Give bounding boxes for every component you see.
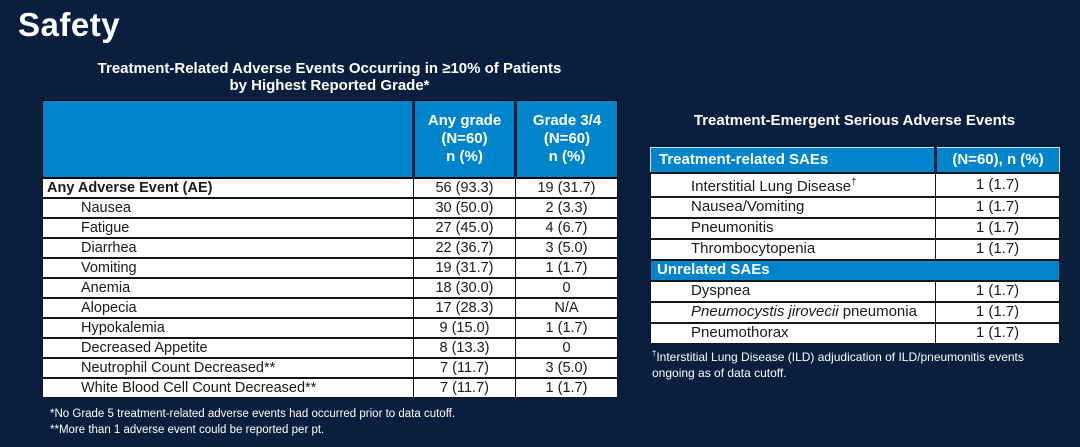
ae-event-cell: Fatigue — [42, 216, 414, 238]
ae-grade34-cell: 1 (1.7) — [515, 376, 618, 398]
sae-event-cell: Pneumocystis jirovecii pneumonia — [650, 300, 936, 323]
ae-header-event-cell — [42, 100, 414, 179]
sae-event-cell: Pneumonitis — [650, 216, 936, 239]
sae-value-cell: 1 (1.7) — [935, 300, 1060, 323]
ae-any-grade-cell: 9 (15.0) — [413, 316, 516, 338]
ae-any-grade-cell: 8 (13.3) — [413, 336, 516, 358]
dagger-symbol: † — [652, 349, 657, 358]
ae-any-grade-cell: 17 (28.3) — [413, 296, 516, 318]
table-row: Anemia 18 (30.0) 0 — [42, 276, 618, 298]
section-header-row: Unrelated SAEs — [650, 258, 1060, 281]
ae-grade34-cell: N/A — [515, 296, 618, 318]
adverse-events-table: Any grade (N=60) n (%) Grade 3/4 (N=60) … — [42, 100, 618, 398]
left-footnotes: *No Grade 5 treatment-related adverse ev… — [50, 406, 455, 438]
ae-grade34-cell: 3 (5.0) — [515, 356, 618, 378]
table-row: Hypokalemia 9 (15.0) 1 (1.7) — [42, 316, 618, 338]
ae-any-grade-cell: 27 (45.0) — [413, 216, 516, 238]
table-row: Any Adverse Event (AE) 56 (93.3) 19 (31.7) — [42, 176, 618, 198]
ae-grade34-cell: 2 (3.3) — [515, 196, 618, 218]
ae-any-grade-cell: 19 (31.7) — [413, 256, 516, 278]
ae-grade34-cell: 4 (6.7) — [515, 216, 618, 238]
sae-header-n-cell: (N=60), n (%) — [935, 147, 1060, 173]
ae-event-cell: White Blood Cell Count Decreased** — [42, 376, 414, 398]
ae-any-grade-cell: 7 (11.7) — [413, 356, 516, 378]
ae-header-grade34-cell: Grade 3/4 (N=60) n (%) — [514, 100, 618, 179]
sae-value-cell: 1 (1.7) — [935, 279, 1060, 302]
table-row: Neutrophil Count Decreased** 7 (11.7) 3 (5… — [42, 356, 618, 378]
table-row: Thrombocytopenia 1 (1.7) — [650, 237, 1060, 260]
table-row: White Blood Cell Count Decreased** 7 (11.… — [42, 376, 618, 398]
sae-event-cell: Interstitial Lung Disease† — [650, 171, 936, 197]
sae-value-cell: 1 (1.7) — [935, 195, 1060, 218]
sae-event-cell: Thrombocytopenia — [650, 237, 936, 260]
ae-event-cell: Neutrophil Count Decreased** — [42, 356, 414, 378]
table-row: Pneumonitis 1 (1.7) — [650, 216, 1060, 239]
sae-event-cell: Pneumothorax — [650, 321, 936, 344]
footnote-ild: †Interstitial Lung Disease (ILD) adjudic… — [652, 346, 1052, 381]
table-row: Decreased Appetite 8 (13.3) 0 — [42, 336, 618, 358]
ae-event-cell: Alopecia — [42, 296, 414, 318]
ae-grade34-cell: 1 (1.7) — [515, 316, 618, 338]
ae-any-grade-cell: 22 (36.7) — [413, 236, 516, 258]
sae-event-cell: Nausea/Vomiting — [650, 195, 936, 218]
ae-event-cell: Nausea — [42, 196, 414, 218]
footnote-grade5: *No Grade 5 treatment-related adverse ev… — [50, 408, 456, 420]
sae-value-cell: 1 (1.7) — [935, 171, 1060, 197]
ae-grade34-cell: 19 (31.7) — [515, 176, 618, 198]
table-row: Pneumothorax 1 (1.7) — [650, 321, 1060, 344]
sae-value-cell: 1 (1.7) — [935, 237, 1060, 260]
sae-header-row: Treatment-related SAEs (N=60), n (%) — [650, 147, 1060, 173]
ae-event-cell: Vomiting — [42, 256, 414, 278]
ae-event-cell: Hypokalemia — [42, 316, 414, 338]
table-row: Nausea/Vomiting 1 (1.7) — [650, 195, 1060, 218]
ae-grade34-cell: 1 (1.7) — [515, 256, 618, 278]
ae-grade34-cell: 0 — [515, 336, 618, 358]
ae-any-grade-cell: 18 (30.0) — [413, 276, 516, 298]
sae-value-cell: 1 (1.7) — [935, 321, 1060, 344]
ae-event-cell: Any Adverse Event (AE) — [42, 176, 414, 198]
ae-grade34-cell: 0 — [515, 276, 618, 298]
ae-any-grade-cell: 56 (93.3) — [413, 176, 516, 198]
ae-any-grade-cell: 7 (11.7) — [413, 376, 516, 398]
table-row: Alopecia 17 (28.3) N/A — [42, 296, 618, 318]
table-row: Dyspnea 1 (1.7) — [650, 279, 1060, 302]
table-row: Nausea 30 (50.0) 2 (3.3) — [42, 196, 618, 218]
sae-event-cell: Dyspnea — [650, 279, 936, 302]
footnote-ild-text: Interstitial Lung Disease (ILD) adjudica… — [652, 350, 1024, 380]
ae-grade34-cell: 3 (5.0) — [515, 236, 618, 258]
serious-adverse-events-table: Treatment-related SAEs (N=60), n (%) Int… — [650, 147, 1060, 344]
page-title: Safety — [18, 6, 121, 43]
ae-event-cell: Anemia — [42, 276, 414, 298]
sae-header-related-cell: Treatment-related SAEs — [650, 147, 937, 173]
ae-event-cell: Diarrhea — [42, 236, 414, 258]
footnote-multiple-events: **More than 1 adverse event could be rep… — [50, 424, 325, 436]
ae-any-grade-cell: 30 (50.0) — [413, 196, 516, 218]
table-row: Interstitial Lung Disease† 1 (1.7) — [650, 171, 1060, 197]
ae-header-any-grade-cell: Any grade (N=60) n (%) — [412, 100, 516, 179]
sae-value-cell: 1 (1.7) — [935, 216, 1060, 239]
table-row: Vomiting 19 (31.7) 1 (1.7) — [42, 256, 618, 278]
serious-adverse-events-title: Treatment-Emergent Serious Adverse Event… — [693, 112, 1016, 129]
table-row: Fatigue 27 (45.0) 4 (6.7) — [42, 216, 618, 238]
adverse-events-table-title: Treatment-Related Adverse Events Occurri… — [97, 60, 562, 94]
dagger-symbol: † — [851, 176, 857, 188]
table-row: Diarrhea 22 (36.7) 3 (5.0) — [42, 236, 618, 258]
sae-section-label-cell: Unrelated SAEs — [650, 258, 1060, 281]
ae-event-cell: Decreased Appetite — [42, 336, 414, 358]
ae-header-row: Any grade (N=60) n (%) Grade 3/4 (N=60) … — [42, 100, 618, 179]
table-row: Pneumocystis jirovecii pneumonia 1 (1.7) — [650, 300, 1060, 323]
